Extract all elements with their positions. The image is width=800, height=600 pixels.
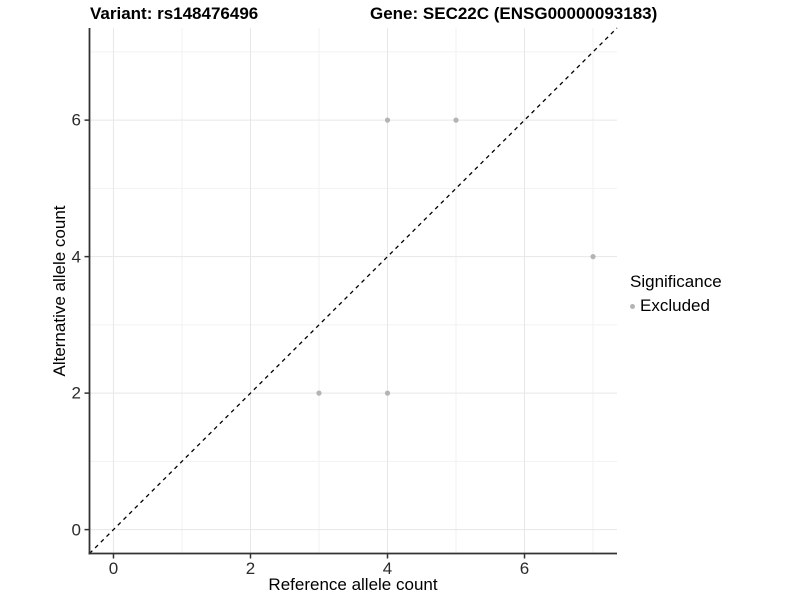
- x-tick-label: 0: [108, 559, 119, 578]
- y-tick-label: 6: [71, 110, 81, 130]
- y-tick-label: 0: [71, 520, 81, 540]
- data-point: [590, 254, 596, 260]
- legend: Significance Excluded: [630, 272, 722, 316]
- legend-items: Excluded: [630, 296, 722, 316]
- x-tick-label: 6: [519, 559, 530, 578]
- y-axis-title: Alternative allele count: [50, 205, 69, 377]
- legend-item: Excluded: [630, 296, 722, 316]
- x-axis-title: Reference allele count: [268, 575, 438, 594]
- variant-title: Variant: rs148476496: [90, 4, 259, 23]
- gene-title: Gene: SEC22C (ENSG00000093183): [370, 4, 658, 23]
- data-point: [316, 390, 322, 396]
- x-tick-label: 2: [245, 559, 256, 578]
- identity-dashed-line: [89, 27, 618, 554]
- y-tick-label: 2: [71, 383, 81, 403]
- legend-point-icon: [630, 303, 635, 309]
- legend-title: Significance: [630, 272, 722, 291]
- y-tick-label: 4: [71, 247, 81, 267]
- legend-item-label: Excluded: [640, 296, 710, 315]
- x-tick-label: 4: [382, 559, 393, 578]
- data-point: [453, 117, 459, 123]
- data-point: [384, 117, 391, 123]
- data-point: [384, 390, 391, 396]
